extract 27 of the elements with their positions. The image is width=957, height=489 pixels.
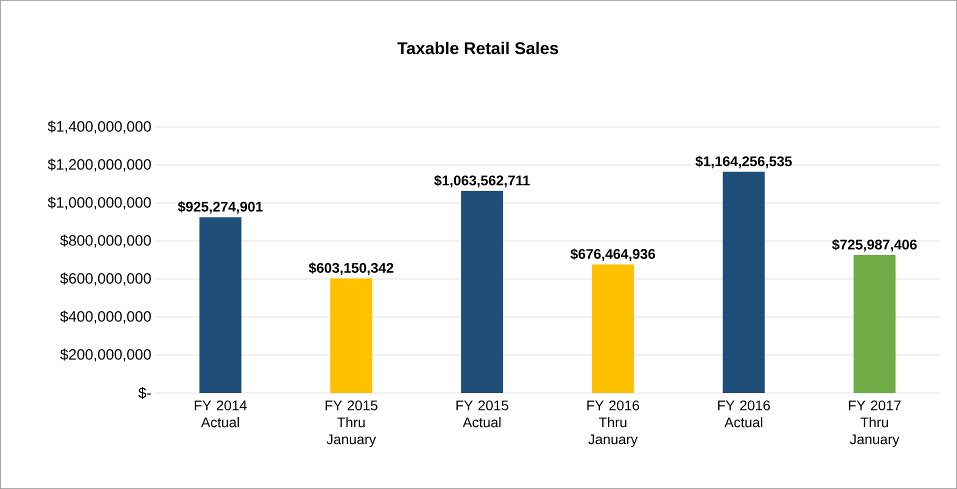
y-tick-label: $1,200,000,000 <box>48 158 151 172</box>
bar <box>330 278 372 393</box>
y-tick-label: $800,000,000 <box>60 234 151 248</box>
x-tick-label: FY 2015 Thru January <box>326 400 378 448</box>
y-tick-label: $- <box>138 386 151 400</box>
data-label: $1,063,562,711 <box>434 174 530 188</box>
bar <box>592 264 634 393</box>
data-label: $925,274,901 <box>178 201 263 214</box>
bar <box>199 217 242 393</box>
x-tick-label: FY 2015 Actual <box>456 400 508 428</box>
data-label: $603,150,342 <box>308 262 394 275</box>
y-tick-label: $1,400,000,000 <box>48 120 151 134</box>
y-tick-label: $400,000,000 <box>60 310 151 324</box>
bar <box>722 172 765 393</box>
y-tick-label: $200,000,000 <box>60 348 151 362</box>
y-tick-label: $1,000,000,000 <box>48 196 151 210</box>
x-tick-label: FY 2017 Thru January <box>848 400 901 448</box>
y-tick-label: $600,000,000 <box>60 272 151 286</box>
chart-title: Taxable Retail Sales <box>397 42 558 54</box>
bar <box>854 255 896 393</box>
x-tick-label: FY 2016 Thru January <box>587 400 640 448</box>
bar <box>461 190 504 393</box>
data-label: $1,164,256,535 <box>695 156 792 168</box>
data-label: $725,987,406 <box>832 239 917 252</box>
data-label: $676,464,936 <box>570 248 656 261</box>
x-tick-label: FY 2016 Actual <box>718 400 770 428</box>
x-tick-label: FY 2014 Actual <box>194 400 247 428</box>
